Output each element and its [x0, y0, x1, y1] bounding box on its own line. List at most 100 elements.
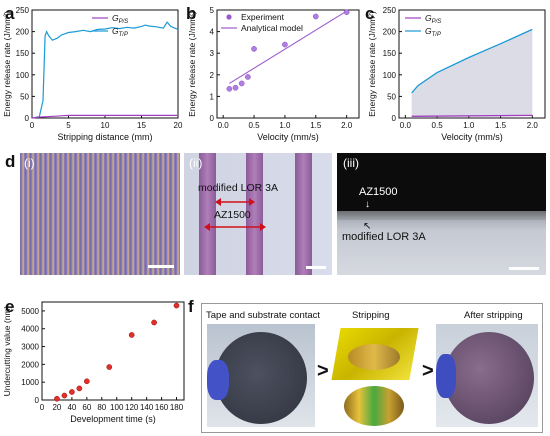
- x-tick-label: 2.0: [341, 121, 353, 130]
- wafer: [215, 332, 307, 424]
- x-tick-label: 5: [66, 121, 71, 130]
- x-tick-label: 100: [110, 403, 124, 412]
- label-az1500: AZ1500: [214, 209, 251, 221]
- plot-frame: [216, 9, 360, 119]
- x-tick-label: 15: [137, 121, 146, 130]
- data-point: [173, 302, 180, 309]
- data-point: [232, 84, 239, 91]
- y-tick-label: 3: [210, 49, 215, 58]
- legend-entry: Analytical model: [241, 23, 303, 33]
- chart-e: 0 20 40 60 80 100 120 140 160 180 0 1000 2000 3000 400…: [2, 301, 185, 424]
- x-tick-label: 0.0: [400, 121, 412, 130]
- legend-entry: GP/S: [425, 13, 441, 25]
- y-tick-label: 4000: [21, 325, 39, 334]
- x-axis-label: Stripping distance (mm): [57, 132, 152, 142]
- legend-entry: GP/S: [112, 13, 128, 25]
- top-layer: [337, 211, 546, 220]
- photo-after: [436, 324, 538, 427]
- data-point: [312, 13, 319, 20]
- y-tick-label: 2: [210, 71, 215, 80]
- y-tick-label: 0: [392, 114, 397, 123]
- f-title-1: Tape and substrate contact: [206, 310, 321, 321]
- fit-line: [229, 10, 347, 84]
- panel-label-b: b: [186, 4, 197, 23]
- data-point: [245, 74, 251, 80]
- y-tick-label: 150: [16, 49, 30, 58]
- stripped-film: [348, 344, 400, 370]
- y-tick-label: 200: [16, 28, 30, 37]
- data-point: [151, 319, 157, 326]
- x-tick-label: 0.5: [248, 121, 260, 130]
- y-tick-label: 150: [383, 49, 397, 58]
- x-axis-label: Velocity (mm/s): [257, 132, 319, 142]
- y-tick-label: 50: [387, 92, 396, 101]
- y-axis-label: Energy release rate (J/mm²): [2, 11, 12, 117]
- x-tick-label: 120: [125, 403, 139, 412]
- data-point: [343, 9, 350, 16]
- y-tick-label: 200: [383, 28, 397, 37]
- scale-bar: [306, 266, 326, 269]
- x-tick-label: 1.5: [310, 121, 322, 130]
- wafer-rainbow: [344, 386, 404, 426]
- sub-label-d-i: (i): [24, 156, 35, 170]
- data-point: [282, 41, 288, 48]
- sub-label-d-iii: (iii): [343, 156, 359, 170]
- photo-contact: [207, 324, 315, 427]
- x-tick-label: 2.0: [527, 121, 539, 130]
- series-line-1: [411, 114, 533, 117]
- data-point: [238, 80, 245, 87]
- data-point: [106, 364, 113, 370]
- series-line-0: [31, 21, 179, 119]
- x-tick-label: 0: [30, 121, 35, 130]
- y-tick-label: 4: [210, 28, 215, 37]
- scale-bar: [509, 267, 539, 270]
- y-tick-label: 5: [210, 6, 215, 15]
- x-tick-label: 20: [52, 403, 61, 412]
- y-axis-label: Energy release rate (J/mm²): [367, 11, 377, 117]
- photo-stripping: [330, 324, 420, 428]
- y-tick-label: 2000: [21, 360, 39, 369]
- x-tick-label: 20: [174, 121, 183, 130]
- micrograph-d-ii: (ii) modified LOR 3A AZ1500: [184, 153, 332, 275]
- stripe-1: [199, 153, 216, 275]
- sem-d-iii: (iii) AZ1500 ↓ ↖ modified LOR 3A: [337, 153, 546, 275]
- y-tick-label: 100: [383, 71, 397, 80]
- plot-frame: [398, 9, 546, 119]
- plot-frame: [41, 301, 185, 401]
- x-tick-label: 160: [155, 403, 169, 412]
- micrograph-d-i: (i): [20, 153, 180, 275]
- data-point: [226, 85, 233, 92]
- panel-label-e: e: [5, 297, 15, 316]
- data-point: [61, 392, 68, 399]
- arrow-up-icon: ↖: [363, 221, 372, 232]
- glove: [436, 354, 456, 398]
- x-tick-label: 0.5: [432, 121, 444, 130]
- wafer-after: [444, 332, 534, 424]
- stripe-3: [295, 153, 312, 275]
- x-axis-label: Velocity (mm/s): [441, 132, 503, 142]
- x-tick-label: 1.5: [495, 121, 507, 130]
- data-point: [128, 332, 135, 338]
- x-tick-label: 180: [170, 403, 184, 412]
- y-tick-label: 50: [20, 92, 29, 101]
- x-axis-label: Development time (s): [70, 414, 156, 424]
- panel-label-a: a: [5, 4, 15, 23]
- sub-label-d-ii: (ii): [189, 156, 203, 170]
- y-tick-label: 100: [16, 71, 30, 80]
- y-tick-label: 3000: [21, 343, 39, 352]
- data-point: [54, 395, 60, 402]
- arrow-az: [204, 223, 266, 231]
- data-point: [251, 46, 257, 52]
- series-line-0: [411, 28, 533, 94]
- y-tick-label: 250: [383, 6, 397, 15]
- x-tick-label: 1.0: [463, 121, 475, 130]
- f-title-3: After stripping: [464, 310, 523, 321]
- data-point: [69, 389, 75, 395]
- label-az1500-sem: AZ1500: [359, 186, 398, 198]
- arrow-lor: [215, 198, 255, 206]
- x-tick-label: 1.0: [279, 121, 291, 130]
- legend-entry: GT/P: [425, 26, 441, 38]
- legend-entry: Experiment: [241, 12, 285, 22]
- y-tick-label: 0: [210, 114, 215, 123]
- arrow-down-icon: ↓: [365, 199, 370, 210]
